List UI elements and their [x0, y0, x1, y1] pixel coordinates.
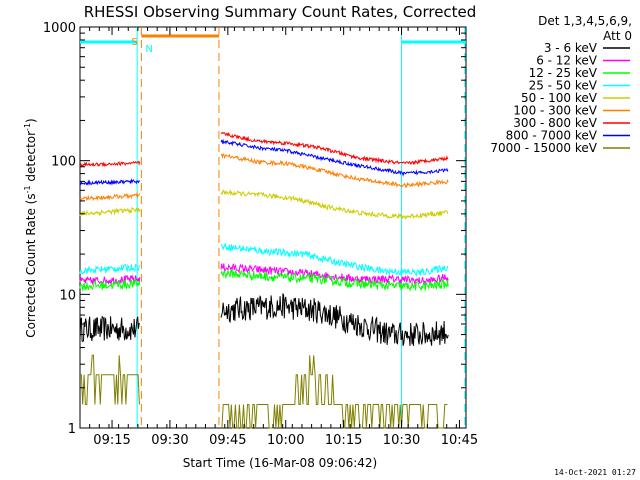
series-line	[79, 269, 449, 292]
legend-label: 300 - 800 keV	[513, 116, 597, 130]
y-axis: 1 10 100 1000	[43, 21, 466, 437]
y-tick-label: 1000	[43, 21, 76, 36]
series-line	[79, 153, 449, 202]
y-axis-label-sup: -1	[23, 185, 32, 193]
series-line	[79, 263, 449, 286]
series-line	[79, 138, 449, 186]
y-axis-label-part: detector	[24, 131, 38, 186]
y-axis-label-part: Corrected Count Rate (s	[24, 193, 38, 337]
chart-title: RHESSI Observing Summary Count Rates, Co…	[84, 3, 477, 21]
x-tick-label: 10:45	[441, 433, 478, 448]
legend-label: 12 - 25 keV	[529, 66, 598, 80]
saa-label: S	[131, 37, 137, 48]
series-line	[79, 293, 449, 346]
legend-label: 100 - 300 keV	[513, 104, 597, 118]
x-axis: 09:15 09:30 09:45 10:00 10:15 10:30 10:45	[79, 27, 478, 448]
series-line	[79, 243, 449, 278]
y-tick-label: 10	[59, 288, 76, 303]
legend-label: 3 - 6 keV	[544, 41, 598, 55]
plot-area: SN	[79, 26, 467, 429]
x-tick-label: 10:00	[267, 433, 304, 448]
x-tick-label: 09:30	[151, 433, 188, 448]
y-axis-label: Corrected Count Rate (s-1 detector-1)	[23, 118, 38, 337]
legend-label: 50 - 100 keV	[521, 91, 598, 105]
series-line	[79, 131, 449, 168]
x-tick-label: 10:30	[383, 433, 420, 448]
legend-label: 6 - 12 keV	[536, 54, 598, 68]
series-line	[79, 188, 449, 220]
night-label: N	[145, 44, 152, 55]
y-axis-label-sup: -1	[23, 123, 32, 131]
y-tick-label: 100	[51, 155, 76, 170]
plot-frame	[79, 26, 467, 429]
x-tick-label: 09:15	[93, 433, 130, 448]
legend-label: 25 - 50 keV	[529, 79, 598, 93]
legend-label: 800 - 7000 keV	[506, 129, 598, 143]
footer-date: 14-Oct-2021 01:27	[554, 468, 636, 477]
legend-header-line: Det 1,3,4,5,6,9,	[538, 14, 632, 28]
x-tick-label: 10:15	[325, 433, 362, 448]
y-axis-label-part: )	[24, 118, 38, 123]
legend-header-line: Att 0	[603, 29, 632, 43]
legend-label: 7000 - 15000 keV	[490, 141, 597, 155]
x-tick-label: 09:45	[209, 433, 246, 448]
series-line	[80, 354, 448, 429]
x-axis-label: Start Time (16-Mar-08 09:06:42)	[183, 456, 377, 470]
y-tick-label: 1	[68, 422, 76, 437]
